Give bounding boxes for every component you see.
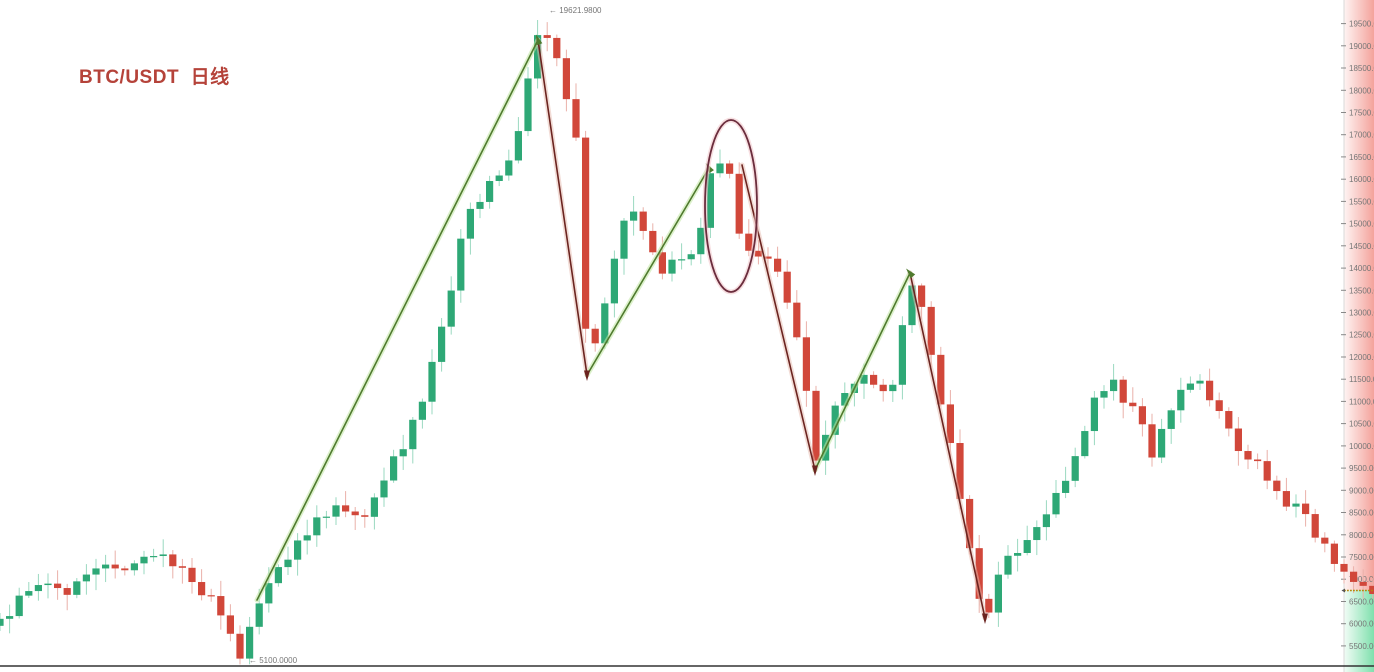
svg-text:12500.00: 12500.00 xyxy=(1349,331,1374,340)
svg-text:13500.00: 13500.00 xyxy=(1349,286,1374,295)
svg-text:← 5100.0000: ← 5100.0000 xyxy=(249,656,298,665)
svg-text:13000.00: 13000.00 xyxy=(1349,309,1374,318)
svg-text:19000.00: 19000.00 xyxy=(1349,42,1374,51)
svg-text:10500.00: 10500.00 xyxy=(1349,420,1374,429)
svg-text:18000.00: 18000.00 xyxy=(1349,86,1374,95)
svg-text:17500.00: 17500.00 xyxy=(1349,109,1374,118)
svg-text:16500.00: 16500.00 xyxy=(1349,153,1374,162)
svg-text:5500.00: 5500.00 xyxy=(1349,642,1374,651)
svg-text:← 19621.9800: ← 19621.9800 xyxy=(549,6,602,15)
svg-text:9000.00: 9000.00 xyxy=(1349,486,1374,495)
svg-text:14500.00: 14500.00 xyxy=(1349,242,1374,251)
svg-text:6500.00: 6500.00 xyxy=(1349,598,1374,607)
svg-text:8000.00: 8000.00 xyxy=(1349,531,1374,540)
svg-text:15500.00: 15500.00 xyxy=(1349,197,1374,206)
svg-text:16000.00: 16000.00 xyxy=(1349,175,1374,184)
svg-text:8500.00: 8500.00 xyxy=(1349,509,1374,518)
svg-text:6000.00: 6000.00 xyxy=(1349,620,1374,629)
svg-text:11500.00: 11500.00 xyxy=(1349,375,1374,384)
svg-text:17000.00: 17000.00 xyxy=(1349,131,1374,140)
svg-text:12000.00: 12000.00 xyxy=(1349,353,1374,362)
svg-text:11000.00: 11000.00 xyxy=(1349,397,1374,406)
svg-text:7500.00: 7500.00 xyxy=(1349,553,1374,562)
svg-text:9500.00: 9500.00 xyxy=(1349,464,1374,473)
svg-text:10000.00: 10000.00 xyxy=(1349,442,1374,451)
svg-text:18500.00: 18500.00 xyxy=(1349,64,1374,73)
svg-text:15000.00: 15000.00 xyxy=(1349,220,1374,229)
svg-text:19500.00: 19500.00 xyxy=(1349,20,1374,29)
svg-text:14000.00: 14000.00 xyxy=(1349,264,1374,273)
